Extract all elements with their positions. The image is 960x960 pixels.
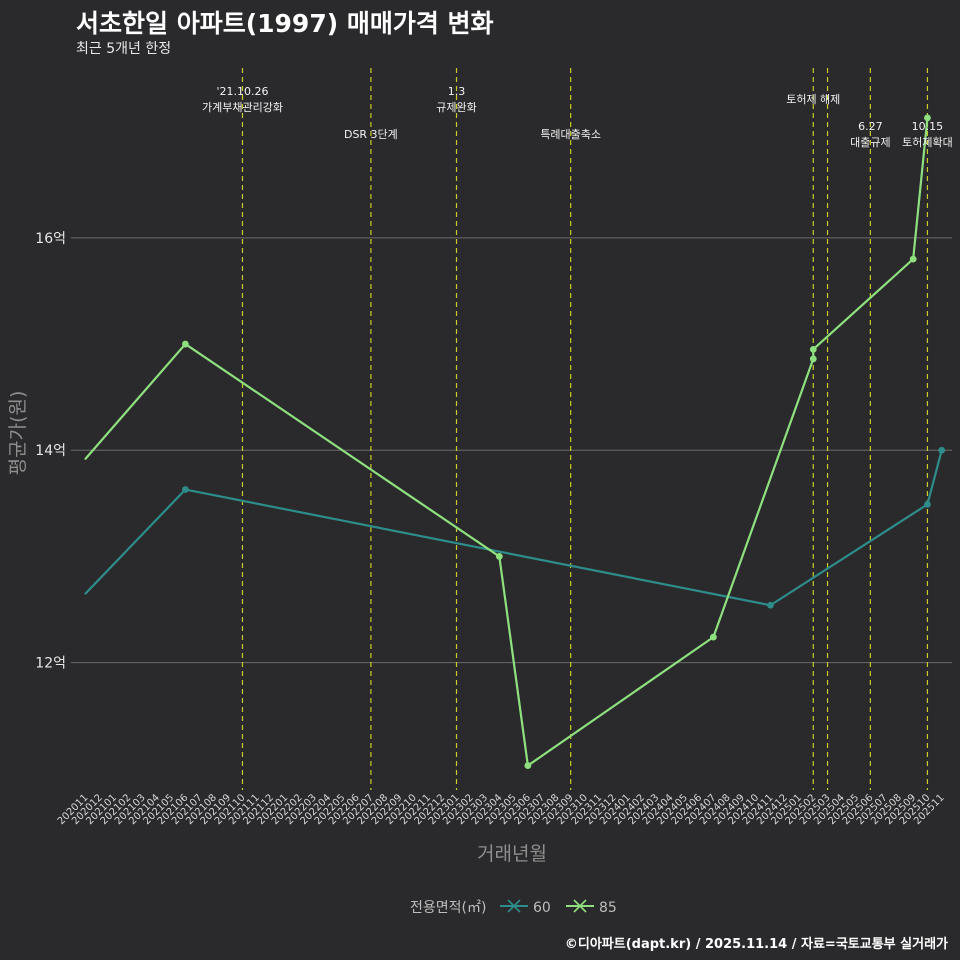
series-lines [84, 114, 946, 769]
data-point-85 [909, 255, 917, 263]
event-annotation-text: 6.27 [858, 120, 883, 133]
grid-lines [71, 237, 952, 664]
event-annotation-text: 대출규제 [850, 136, 890, 149]
y-tick-label: 12억 [35, 656, 66, 672]
data-point-60 [924, 500, 931, 508]
data-point-60 [181, 486, 189, 493]
data-point-85 [495, 553, 503, 560]
legend-title: 전용면적(㎡) [410, 900, 486, 916]
event-annotation-text: DSR 3단계 [344, 128, 398, 141]
data-point-85 [809, 355, 817, 363]
y-tick-label: 16억 [35, 231, 66, 247]
data-point-60 [767, 601, 774, 609]
y-tick-labels: 12억 14억 16억 [35, 231, 66, 672]
legend-cross-icon [573, 899, 587, 913]
legend: 전용면적(㎡) 60 85 [410, 899, 617, 916]
y-tick-label: 14억 [35, 443, 66, 459]
legend-entry-60: 60 [500, 899, 551, 916]
data-point-60 [938, 446, 946, 454]
series-line-85 [84, 116, 929, 767]
legend-label: 85 [599, 900, 617, 916]
x-tick-labels: 2020112020122021012021022021032021042021… [56, 792, 947, 827]
data-point-85 [181, 340, 189, 348]
x-axis-title: 거래년월 [477, 843, 547, 865]
data-point-85 [924, 114, 931, 122]
event-annotation-text: 10.15 [912, 120, 944, 133]
event-annotation-text: 특례대출축소 [540, 128, 601, 141]
y-axis-title: 평균가(원) [7, 391, 29, 476]
event-annotation-text: '21.10.26 [216, 85, 268, 98]
event-annotation-text: 토허제확대 [902, 136, 953, 149]
legend-cross-icon [507, 899, 521, 913]
chart-subtitle: 최근 5개년 한정 [76, 41, 172, 57]
event-annotation-text: 1.3 [448, 85, 466, 98]
event-annotation-text: 규제완화 [436, 101, 476, 114]
source-caption: ©디아파트(dapt.kr) / 2025.11.14 / 자료=국토교통부 실… [564, 937, 948, 952]
legend-label: 60 [533, 900, 551, 916]
event-annotation-text: 토허제 해제 [786, 92, 840, 106]
data-point-85 [524, 762, 532, 769]
event-annotation-text: 가계부채관리강화 [202, 101, 283, 114]
legend-entry-85: 85 [566, 899, 617, 916]
event-lines [241, 68, 929, 790]
data-point-85 [709, 633, 717, 641]
chart-title: 서초한일 아파트(1997) 매매가격 변화 [76, 9, 494, 38]
data-point-85 [809, 345, 817, 353]
